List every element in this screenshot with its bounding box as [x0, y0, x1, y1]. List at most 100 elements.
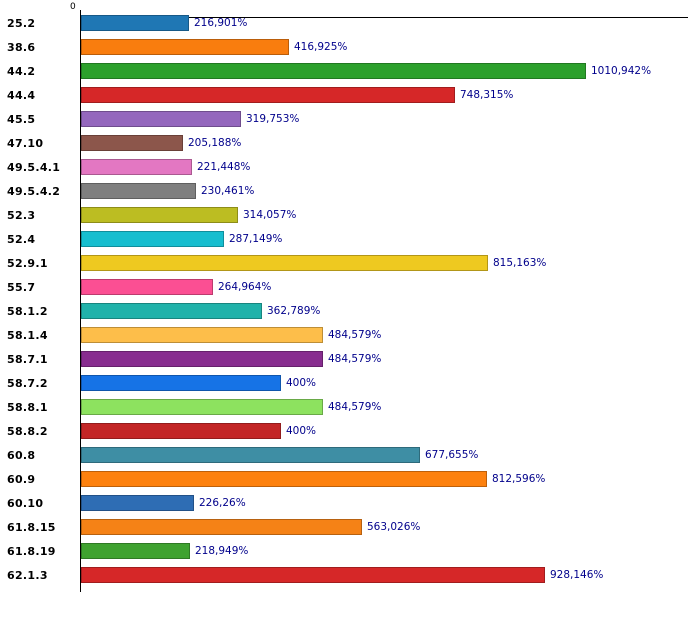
y-axis-line: [80, 10, 81, 592]
bar: [81, 87, 455, 103]
x-axis-line: [80, 17, 688, 18]
category-label: 25.2: [7, 17, 36, 30]
category-label: 62.1.3: [7, 569, 48, 582]
value-label: 812,596%: [492, 473, 546, 485]
category-label: 61.8.15: [7, 521, 56, 534]
chart-row: 58.1.4 484,579%: [0, 324, 700, 348]
category-label: 58.7.2: [7, 377, 48, 390]
category-label: 58.7.1: [7, 353, 48, 366]
bar: [81, 471, 487, 487]
category-label: 55.7: [7, 281, 36, 294]
value-label: 748,315%: [460, 89, 514, 101]
bar: [81, 231, 224, 247]
category-label: 38.6: [7, 41, 36, 54]
value-label: 264,964%: [218, 281, 272, 293]
category-label: 60.8: [7, 449, 36, 462]
value-label: 1010,942%: [591, 65, 652, 77]
chart-rows: 25.2 216,901% 38.6 416,925% 44.2 1010,942% 44.…: [0, 12, 700, 588]
value-label: 230,461%: [201, 185, 255, 197]
bar: [81, 63, 586, 79]
x-axis-tick-zero: 0: [70, 2, 76, 12]
bar: [81, 135, 183, 151]
chart-row: 52.4 287,149%: [0, 228, 700, 252]
category-label: 44.4: [7, 89, 36, 102]
value-label: 221,448%: [197, 161, 251, 173]
category-label: 52.4: [7, 233, 36, 246]
chart-row: 62.1.3 928,146%: [0, 564, 700, 588]
chart-row: 61.8.15 563,026%: [0, 516, 700, 540]
category-label: 52.9.1: [7, 257, 48, 270]
value-label: 484,579%: [328, 353, 382, 365]
bar: [81, 111, 241, 127]
bar: [81, 39, 289, 55]
value-label: 319,753%: [246, 113, 300, 125]
chart-row: 44.4 748,315%: [0, 84, 700, 108]
category-label: 58.8.2: [7, 425, 48, 438]
value-label: 815,163%: [493, 257, 547, 269]
category-label: 58.1.2: [7, 305, 48, 318]
value-label: 400%: [286, 425, 317, 437]
chart-row: 58.7.2 400%: [0, 372, 700, 396]
value-label: 216,901%: [194, 17, 248, 29]
chart-row: 44.2 1010,942%: [0, 60, 700, 84]
category-label: 60.10: [7, 497, 44, 510]
category-label: 44.2: [7, 65, 36, 78]
chart-row: 60.8 677,655%: [0, 444, 700, 468]
category-label: 58.8.1: [7, 401, 48, 414]
chart-row: 58.1.2 362,789%: [0, 300, 700, 324]
value-label: 218,949%: [195, 545, 249, 557]
category-label: 47.10: [7, 137, 44, 150]
category-label: 58.1.4: [7, 329, 48, 342]
category-label: 49.5.4.2: [7, 185, 61, 198]
chart-row: 45.5 319,753%: [0, 108, 700, 132]
category-label: 49.5.4.1: [7, 161, 61, 174]
bar: [81, 351, 323, 367]
bar: [81, 303, 262, 319]
chart-row: 60.9 812,596%: [0, 468, 700, 492]
value-label: 416,925%: [294, 41, 348, 53]
bar: [81, 375, 281, 391]
bar: [81, 423, 281, 439]
value-label: 205,188%: [188, 137, 242, 149]
value-label: 563,026%: [367, 521, 421, 533]
chart-row: 25.2 216,901%: [0, 12, 700, 36]
category-label: 45.5: [7, 113, 36, 126]
bar: [81, 447, 420, 463]
bar: [81, 279, 213, 295]
chart-row: 58.7.1 484,579%: [0, 348, 700, 372]
bar: [81, 399, 323, 415]
value-label: 314,057%: [243, 209, 297, 221]
category-label: 60.9: [7, 473, 36, 486]
chart-row: 52.9.1 815,163%: [0, 252, 700, 276]
bar: [81, 183, 196, 199]
value-label: 362,789%: [267, 305, 321, 317]
chart-row: 58.8.1 484,579%: [0, 396, 700, 420]
chart-row: 38.6 416,925%: [0, 36, 700, 60]
value-label: 484,579%: [328, 401, 382, 413]
value-label: 400%: [286, 377, 317, 389]
value-label: 677,655%: [425, 449, 479, 461]
chart-row: 58.8.2 400%: [0, 420, 700, 444]
value-label: 928,146%: [550, 569, 604, 581]
chart-row: 47.10 205,188%: [0, 132, 700, 156]
value-label: 226,26%: [199, 497, 246, 509]
bar: [81, 159, 192, 175]
category-label: 61.8.19: [7, 545, 56, 558]
category-label: 52.3: [7, 209, 36, 222]
chart-row: 55.7 264,964%: [0, 276, 700, 300]
chart-row: 49.5.4.1 221,448%: [0, 156, 700, 180]
chart-row: 60.10 226,26%: [0, 492, 700, 516]
chart-row: 52.3 314,057%: [0, 204, 700, 228]
bar: [81, 327, 323, 343]
value-label: 287,149%: [229, 233, 283, 245]
bar: [81, 255, 488, 271]
chart-row: 49.5.4.2 230,461%: [0, 180, 700, 204]
value-label: 484,579%: [328, 329, 382, 341]
bar: [81, 567, 545, 583]
bar: [81, 519, 362, 535]
bar: [81, 495, 194, 511]
bar: [81, 15, 189, 31]
bar: [81, 207, 238, 223]
bar: [81, 543, 190, 559]
